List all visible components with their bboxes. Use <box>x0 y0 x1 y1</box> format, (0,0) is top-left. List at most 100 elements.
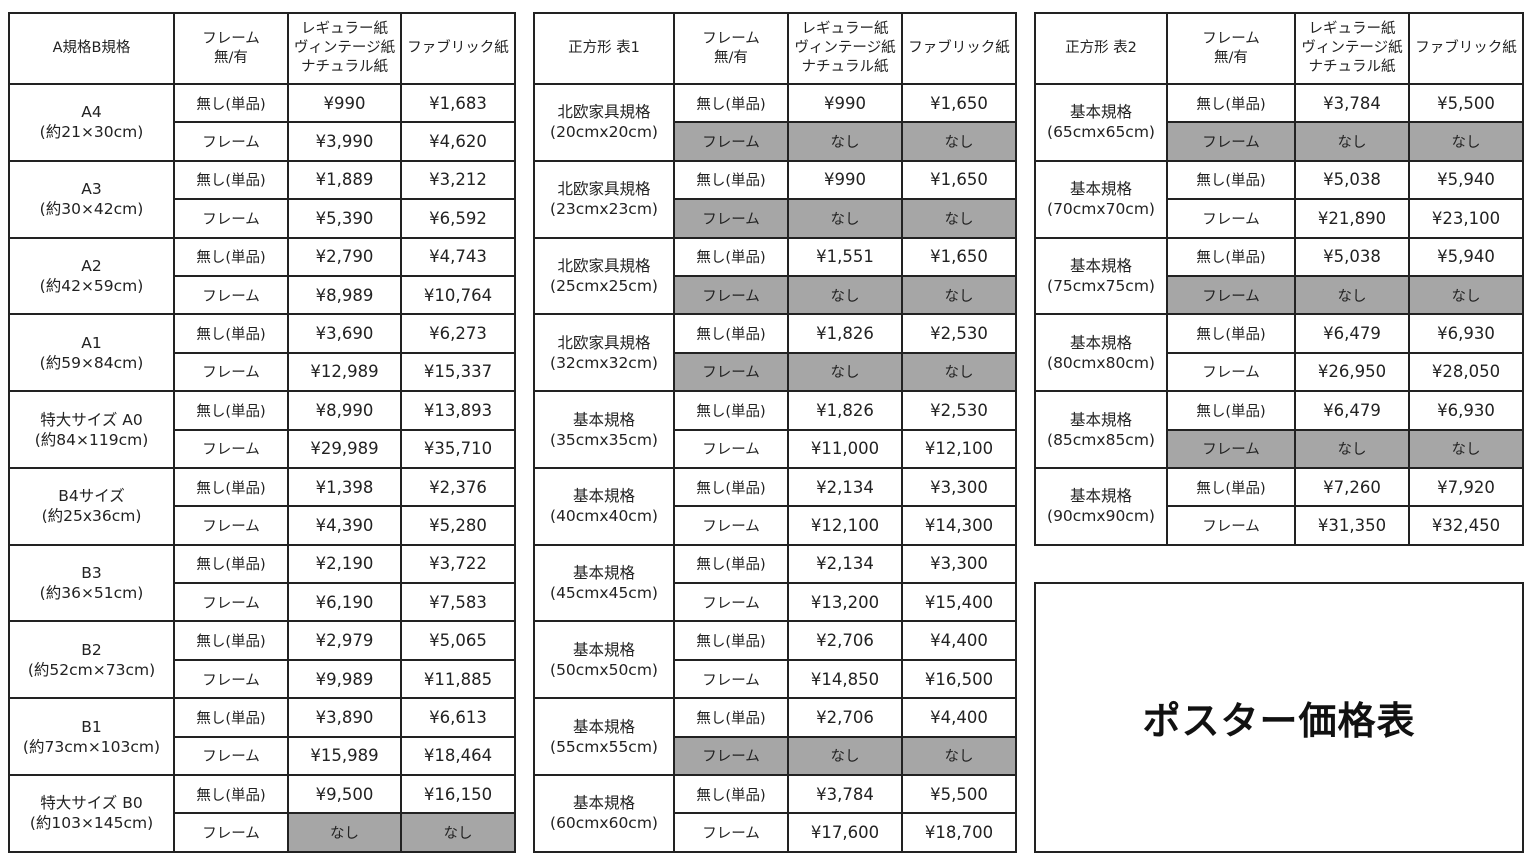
price-regular-paper: ¥4,390 <box>287 505 402 546</box>
table-row: 基本規格 (90cmx90cm) 無し(単品) ¥7,260 ¥7,920 <box>1034 466 1524 546</box>
frame-none-label: 無し(単品) <box>173 313 289 354</box>
price-regular-paper: ¥21,890 <box>1294 198 1410 239</box>
price-fabric-paper: ¥14,300 <box>901 505 1017 546</box>
frame-none-label: 無し(単品) <box>173 543 289 585</box>
size-label: 基本規格 (90cmx90cm) <box>1034 466 1168 546</box>
frame-label: フレーム <box>1166 505 1296 546</box>
table-row: フレーム ¥8,989 ¥10,764 <box>9 274 516 316</box>
size-dimensions: (約25x36cm) <box>41 507 142 526</box>
price-fabric-paper: ¥3,212 <box>400 159 516 201</box>
price-fabric-paper: ¥5,940 <box>1408 236 1524 277</box>
size-name: 基本規格 <box>572 717 635 736</box>
unavailable-cell: なし <box>1408 274 1524 316</box>
size-name: 基本規格 <box>572 640 635 659</box>
size-name: A2 <box>81 256 102 275</box>
price-fabric-paper: ¥1,650 <box>901 236 1017 277</box>
column-header-line: ナチュラル紙 <box>801 59 889 75</box>
column-header: ファブリック紙 <box>901 12 1017 85</box>
size-label: A4 (約21×30cm) <box>8 83 175 162</box>
size-dimensions: (70cmx70cm) <box>1047 200 1155 219</box>
size-dimensions: (20cmx20cm) <box>550 123 658 142</box>
table-row: 北欧家具規格 (20cmx20cm) 無し(単品) ¥990 ¥1,650 <box>533 82 1017 162</box>
price-fabric-paper: ¥5,280 <box>400 505 516 546</box>
column-header-line: ナチュラル紙 <box>301 59 388 75</box>
frame-label: フレーム <box>673 505 789 546</box>
unavailable-cell: なし <box>901 735 1017 777</box>
size-name: 基本規格 <box>572 410 635 429</box>
frame-none-label: 無し(単品) <box>673 697 789 738</box>
column-header-line: ナチュラル紙 <box>1308 59 1396 75</box>
unavailable-cell: なし <box>901 121 1017 162</box>
price-fabric-paper: ¥6,592 <box>400 198 516 239</box>
size-dimensions: (約42×59cm) <box>39 276 144 295</box>
price-fabric-paper: ¥2,376 <box>400 466 516 508</box>
size-name: 特大サイズ B0 <box>40 794 143 813</box>
size-name: 基本規格 <box>1069 410 1132 429</box>
price-fabric-paper: ¥4,400 <box>901 697 1017 738</box>
size-label: 基本規格 (75cmx75cm) <box>1034 236 1168 316</box>
price-regular-paper: ¥5,038 <box>1294 236 1410 277</box>
price-fabric-paper: ¥11,885 <box>400 658 516 700</box>
size-name: 基本規格 <box>1069 256 1132 275</box>
frame-label: フレーム <box>173 428 289 469</box>
price-regular-paper: ¥2,190 <box>287 543 402 585</box>
table-row: 北欧家具規格 (32cmx32cm) 無し(単品) ¥1,826 ¥2,530 <box>533 313 1017 393</box>
size-dimensions: (80cmx80cm) <box>1047 353 1155 372</box>
size-label: 基本規格 (60cmx60cm) <box>533 774 675 853</box>
size-dimensions: (23cmx23cm) <box>550 200 658 219</box>
table-row: フレーム ¥21,890 ¥23,100 <box>1035 198 1524 239</box>
frame-none-label: 無し(単品) <box>173 774 289 815</box>
size-dimensions: (約84×119cm) <box>34 430 149 449</box>
price-regular-paper: ¥12,100 <box>787 505 903 546</box>
size-dimensions: (85cmx85cm) <box>1047 430 1155 449</box>
column-header-line: レギュラー紙 <box>801 21 889 37</box>
header-row: A規格B規格 フレーム 無/有 レギュラー紙 ヴィンテージ紙 ナチュラル紙 ファブリック紙 <box>8 12 516 85</box>
unavailable-cell: なし <box>787 121 903 162</box>
size-name: 特大サイズ A0 <box>40 410 143 429</box>
price-regular-paper: ¥12,989 <box>287 351 402 393</box>
column-header-line: レギュラー紙 <box>301 21 388 37</box>
column-header-line: フレーム <box>702 30 760 47</box>
size-dimensions: (約73cm×103cm) <box>22 737 161 756</box>
size-dimensions: (約36×51cm) <box>39 584 144 603</box>
price-regular-paper: ¥9,500 <box>287 774 402 815</box>
table-row: フレーム ¥12,100 ¥14,300 <box>534 505 1017 546</box>
table-row: 北欧家具規格 (25cmx25cm) 無し(単品) ¥1,551 ¥1,650 <box>533 236 1017 316</box>
size-name: B3 <box>81 564 102 583</box>
size-dimensions: (約103×145cm) <box>29 814 154 833</box>
column-header-line: 無/有 <box>214 49 248 66</box>
price-fabric-paper: ¥7,583 <box>400 582 516 623</box>
size-dimensions: (40cmx40cm) <box>550 507 658 526</box>
frame-none-label: 無し(単品) <box>673 82 789 124</box>
price-table-ab-sizes: A規格B規格 フレーム 無/有 レギュラー紙 ヴィンテージ紙 ナチュラル紙 ファブリック紙 A… <box>8 12 516 853</box>
price-regular-paper: ¥26,950 <box>1294 351 1410 393</box>
table-row: フレーム なし なし <box>9 812 516 853</box>
price-regular-paper: ¥1,826 <box>787 390 903 431</box>
unavailable-cell: なし <box>787 274 903 316</box>
frame-label: フレーム <box>173 658 289 700</box>
column-header-line: ヴィンテージ紙 <box>794 40 896 56</box>
price-regular-paper: ¥990 <box>787 159 903 201</box>
price-fabric-paper: ¥5,500 <box>901 774 1017 815</box>
price-regular-paper: ¥990 <box>787 82 903 124</box>
price-regular-paper: ¥5,390 <box>287 198 402 239</box>
size-dimensions: (60cmx60cm) <box>550 814 658 833</box>
price-regular-paper: ¥2,706 <box>787 620 903 661</box>
price-regular-paper: ¥3,784 <box>787 774 903 815</box>
price-fabric-paper: ¥3,722 <box>400 543 516 585</box>
price-regular-paper: ¥1,398 <box>287 466 402 508</box>
price-fabric-paper: ¥7,920 <box>1408 466 1524 508</box>
price-regular-paper: ¥2,979 <box>287 620 402 661</box>
price-fabric-paper: ¥5,065 <box>400 620 516 661</box>
frame-none-label: 無し(単品) <box>1166 313 1296 354</box>
table-row: B1 (約73cm×103cm) 無し(単品) ¥3,890 ¥6,613 <box>8 697 516 777</box>
price-regular-paper: ¥14,850 <box>787 658 903 700</box>
size-label: 基本規格 (85cmx85cm) <box>1034 390 1168 469</box>
frame-label: フレーム <box>1166 351 1296 393</box>
table-row: 基本規格 (65cmx65cm) 無し(単品) ¥3,784 ¥5,500 <box>1034 82 1524 162</box>
size-dimensions: (25cmx25cm) <box>550 276 658 295</box>
size-dimensions: (90cmx90cm) <box>1047 507 1155 526</box>
size-name: 基本規格 <box>1069 487 1132 506</box>
frame-none-label: 無し(単品) <box>173 236 289 277</box>
page-title: ポスター価格表 <box>1142 699 1416 743</box>
